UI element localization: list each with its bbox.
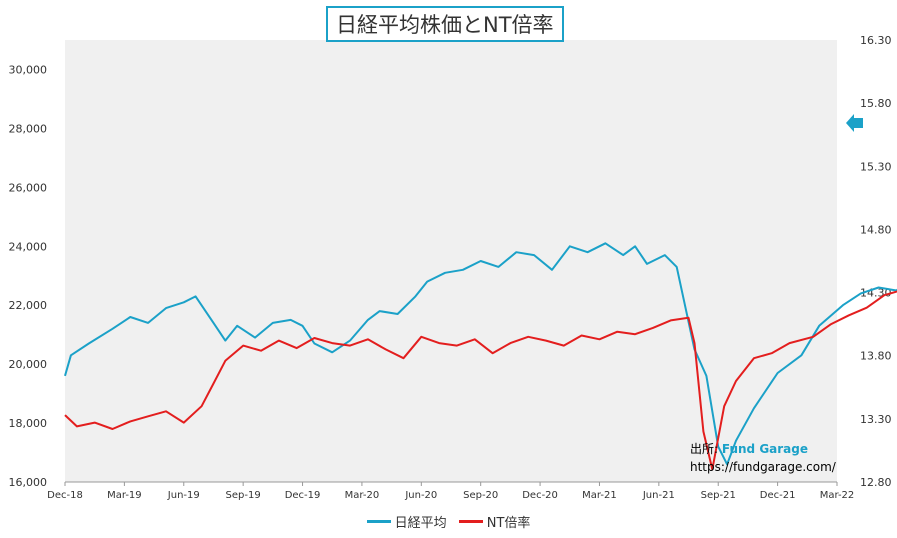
source-url: https://fundgarage.com/ — [690, 460, 836, 474]
x-tick-label: Dec-18 — [47, 490, 83, 501]
y-right-tick-label: 15.80 — [860, 97, 892, 110]
y-right-tick-label: 13.80 — [860, 350, 892, 363]
series-line-nt — [64, 290, 897, 471]
x-tick-label: Mar-20 — [345, 490, 380, 501]
legend-swatch-nikkei — [366, 520, 391, 523]
y-right-tick-label: 12.80 — [860, 476, 892, 489]
left-axis: 16,000 18,000 20,000 22,000 24,000 26,000 28,0… — [9, 63, 48, 489]
plot-area — [65, 40, 837, 482]
x-tick-label: Sep-20 — [463, 490, 498, 501]
legend-label-nt: NT倍率 — [486, 516, 531, 531]
legend-item-nt: NT倍率 — [458, 512, 531, 531]
x-tick-label: Sep-19 — [226, 490, 261, 501]
arrow-left-icon — [846, 114, 863, 132]
y-right-tick-label: 16.30 — [860, 34, 892, 47]
y-left-tick-label: 18,000 — [9, 417, 48, 430]
x-tick-label: Jun-21 — [642, 490, 675, 501]
x-tick-label: Dec-20 — [522, 490, 558, 501]
x-tick-label: Mar-19 — [107, 490, 142, 501]
y-left-tick-label: 16,000 — [9, 476, 48, 489]
legend-swatch-nt — [458, 520, 483, 523]
x-axis: Dec-18 Mar-19 Jun-19 Sep-19 Dec-19 Mar-20 Jun-… — [47, 481, 855, 501]
x-tick-label: Dec-19 — [285, 490, 321, 501]
series-layer — [64, 242, 897, 471]
y-right-tick-label: 14.80 — [860, 223, 892, 236]
x-tick-label: Mar-21 — [582, 490, 617, 501]
y-left-tick-label: 20,000 — [9, 358, 48, 371]
y-right-tick-label: 15.30 — [860, 160, 892, 173]
y-left-tick-label: 30,000 — [9, 63, 48, 76]
y-left-tick-label: 28,000 — [9, 122, 48, 135]
y-left-tick-label: 26,000 — [9, 181, 48, 194]
x-tick-label: Jun-19 — [167, 490, 200, 501]
y-left-tick-label: 24,000 — [9, 240, 48, 253]
legend: 日経平均 NT倍率 — [0, 512, 897, 531]
source-brand: Fund Garage — [721, 442, 809, 456]
chart-title: 日経平均株価とNT倍率 — [326, 6, 564, 42]
series-line-nikkei — [64, 242, 897, 466]
source-note: 出所: Fund Garage https://fundgarage.com/ — [690, 440, 836, 476]
x-tick-label: Dec-21 — [760, 490, 796, 501]
y-left-tick-label: 22,000 — [9, 299, 48, 312]
legend-label-nikkei: 日経平均 — [394, 516, 447, 531]
x-tick-label: Mar-22 — [820, 490, 855, 501]
y-right-tick-label: 13.30 — [860, 413, 892, 426]
legend-item-nikkei: 日経平均 — [366, 512, 447, 531]
x-tick-label: Jun-20 — [404, 490, 437, 501]
source-label: 出所: — [690, 442, 722, 456]
x-tick-label: Sep-21 — [701, 490, 736, 501]
